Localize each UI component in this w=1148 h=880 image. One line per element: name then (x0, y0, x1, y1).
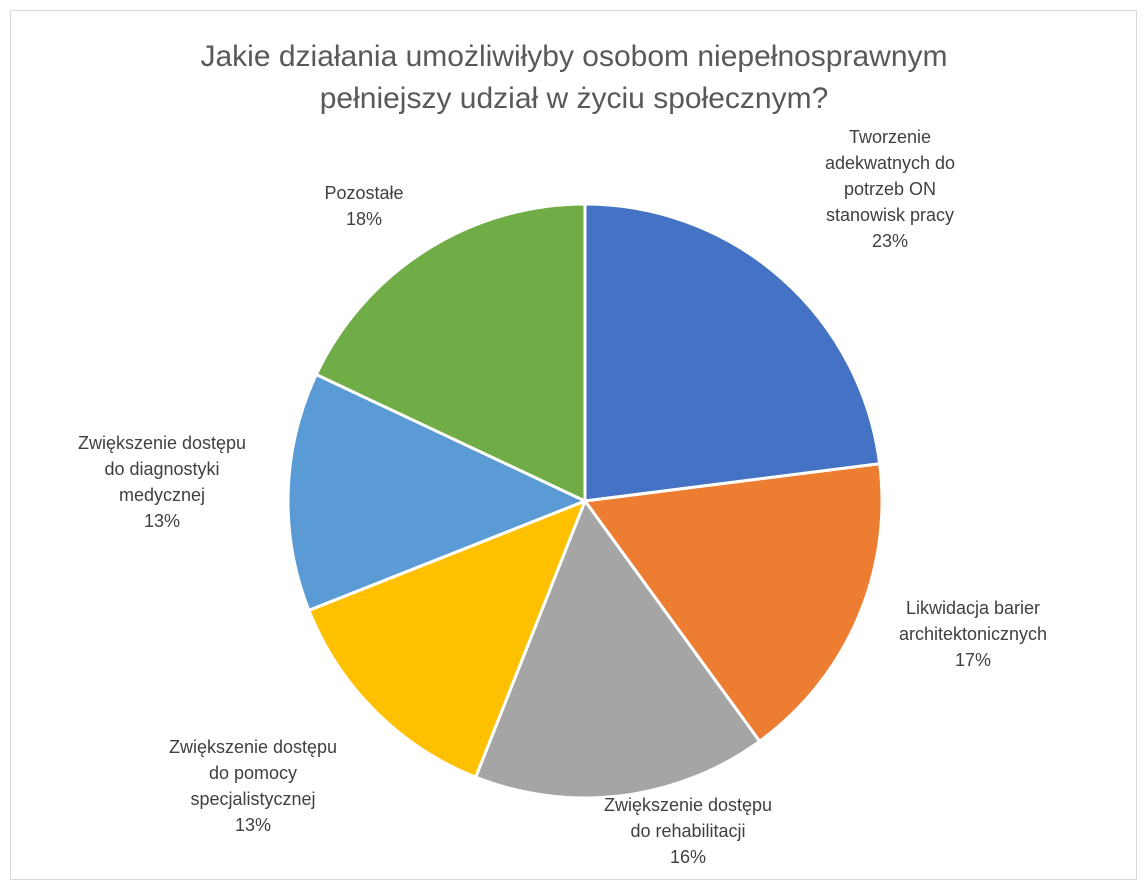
data-label-line: do pomocy (209, 763, 297, 783)
data-label-barriers: Likwidacja barier architektonicznych 17% (899, 598, 1047, 670)
pie-slice-work (583, 202, 882, 503)
data-label-line: specjalistycznej (190, 789, 315, 809)
data-label-line: stanowisk pracy (826, 205, 954, 225)
data-label-line: Tworzenie (849, 127, 931, 147)
data-label-specialist: Zwiększenie dostępu do pomocy specjalistyc… (169, 737, 337, 835)
data-label-work: Tworzenie adekwatnych do potrzeb ON stanowi… (825, 127, 955, 251)
data-label-line: architektonicznych (899, 624, 1047, 644)
pie-slice-rehab (474, 499, 762, 800)
chart-title-line-2: pełniejszy udział w życiu społecznym? (319, 82, 829, 115)
data-label-line: potrzeb ON (844, 179, 936, 199)
data-label-line: Likwidacja barier (906, 598, 1040, 618)
data-label-value: 13% (235, 815, 271, 835)
data-label-value: 16% (670, 847, 706, 867)
data-label-rehab: Zwiększenie dostępu do rehabilitacji 16% (604, 795, 772, 867)
data-label-line: Zwiększenie dostępu (169, 737, 337, 757)
pie-slice-barriers (583, 462, 884, 743)
data-label-line: medycznej (119, 485, 205, 505)
data-label-value: 13% (144, 511, 180, 531)
data-label-value: 23% (872, 231, 908, 251)
data-label-line: adekwatnych do (825, 153, 955, 173)
pie-slice-specialist (307, 499, 587, 779)
data-label-line: do rehabilitacji (630, 821, 745, 841)
data-label-line: Zwiększenie dostępu (604, 795, 772, 815)
chart-title-line-1: Jakie działania umożliwiłyby osobom niep… (200, 40, 948, 73)
data-label-value: 18% (346, 209, 382, 229)
data-label-line: Zwiększenie dostępu (78, 433, 246, 453)
pie-slice-other (314, 202, 587, 503)
pie-slice-diagnostics (286, 373, 587, 612)
data-label-other: Pozostałe 18% (324, 183, 403, 229)
data-label-line: Pozostałe (324, 183, 403, 203)
data-label-line: do diagnostyki (104, 459, 219, 479)
data-label-value: 17% (955, 650, 991, 670)
chart-title: Jakie działania umożliwiłyby osobom niep… (0, 36, 1148, 120)
data-label-diagnostics: Zwiększenie dostępu do diagnostyki medyczn… (78, 433, 246, 531)
